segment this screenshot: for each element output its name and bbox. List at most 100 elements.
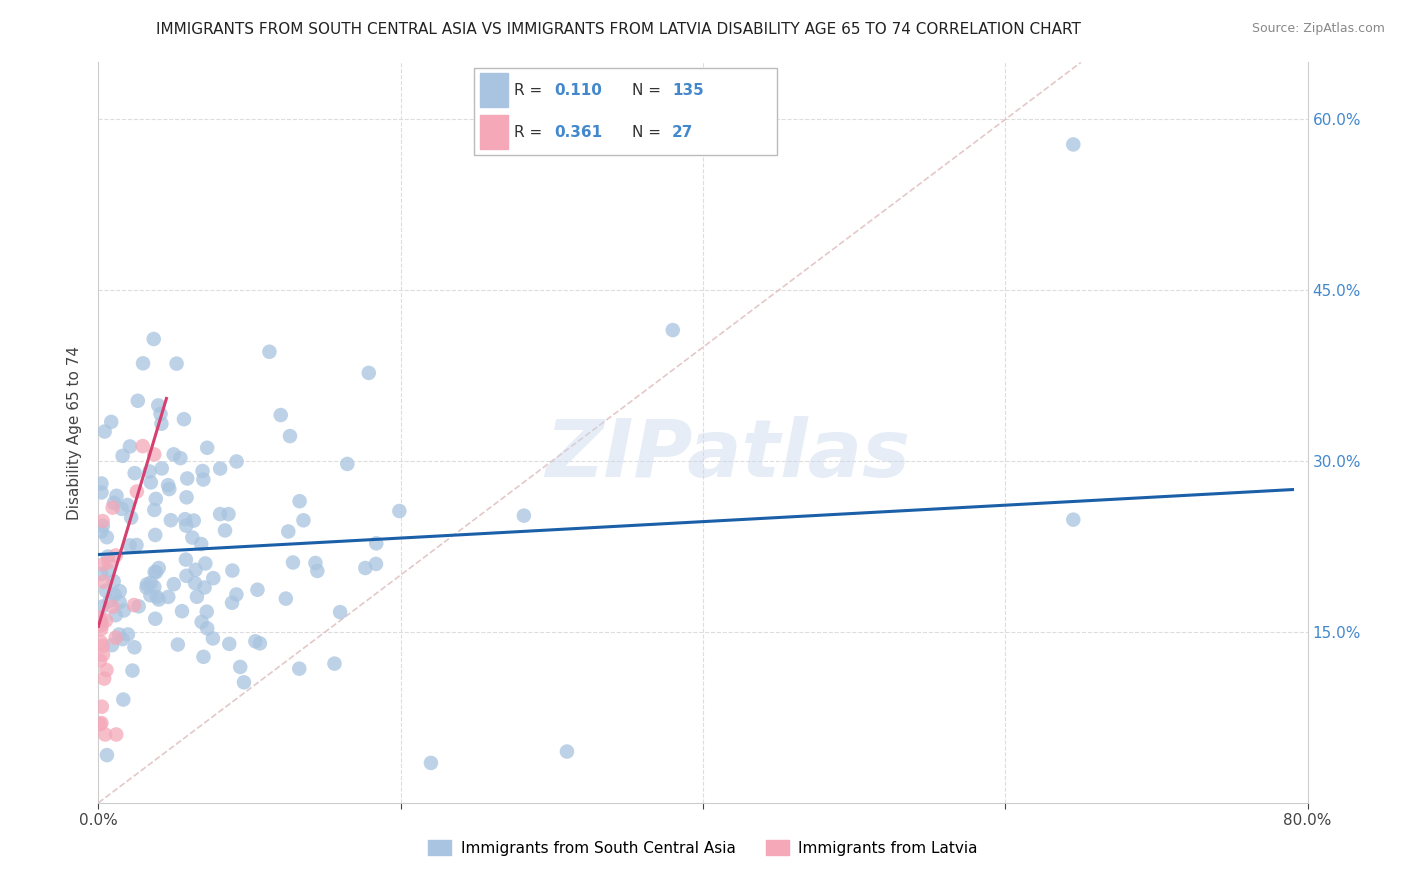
Point [103,496,125,510]
Point [270,408,292,422]
Point [97,555,120,569]
Point [174,518,197,533]
Point [105,489,128,503]
Point [166,638,188,652]
Point [148,398,170,412]
Point [1062,137,1084,152]
Point [132,356,155,370]
Point [1062,513,1084,527]
Point [91,558,114,572]
Point [183,514,205,528]
Point [176,491,198,505]
Point [97,549,120,564]
Text: R =: R = [515,83,547,97]
Point [218,637,240,651]
Point [90,476,112,491]
Point [112,692,135,706]
Point [193,581,215,595]
Point [174,512,197,526]
Point [94,614,117,628]
Point [139,575,162,590]
Point [186,590,208,604]
Point [118,439,141,453]
Text: 27: 27 [672,125,693,139]
Point [98,594,121,608]
Point [173,412,195,426]
Point [101,638,124,652]
Point [108,584,131,599]
Legend: Immigrants from South Central Asia, Immigrants from Latvia: Immigrants from South Central Asia, Immi… [422,834,984,862]
Point [139,588,162,602]
Point [170,604,193,618]
Text: R =: R = [515,125,547,139]
Point [145,590,167,604]
Point [150,417,173,431]
Point [354,561,377,575]
Point [555,745,578,759]
Point [366,536,388,550]
Point [193,473,215,487]
Bar [481,115,508,149]
Point [90,485,112,500]
Point [357,366,380,380]
Point [174,552,197,566]
Point [157,590,180,604]
Point [100,415,122,429]
Text: Source: ZipAtlas.com: Source: ZipAtlas.com [1251,22,1385,36]
Point [221,564,243,578]
Point [143,565,166,579]
Point [125,484,148,499]
Point [169,451,191,466]
Point [90,635,112,649]
Text: 0.361: 0.361 [554,125,603,139]
Point [281,556,304,570]
Point [288,494,311,508]
Point [145,565,167,579]
Point [90,618,112,632]
Point [96,663,118,677]
Point [193,649,215,664]
Point [91,648,114,662]
Point [90,716,112,731]
Point [139,475,162,490]
Point [89,610,111,624]
Point [388,504,411,518]
Point [191,464,214,478]
Point [329,605,352,619]
Point [89,717,111,731]
Point [96,530,118,544]
Point [513,508,536,523]
Point [90,622,112,636]
Point [124,466,146,480]
Point [249,636,271,650]
Text: N =: N = [631,83,665,97]
Point [184,563,207,577]
Point [108,627,131,641]
Point [288,662,311,676]
Point [148,592,170,607]
Point [89,654,111,668]
Point [97,563,120,577]
Point [93,574,115,589]
Point [278,429,301,443]
Point [122,598,145,612]
Point [108,595,131,609]
Point [157,478,180,492]
Point [112,603,135,617]
Point [233,675,256,690]
Point [209,507,232,521]
Point [143,528,166,542]
Point [225,587,247,601]
Point [277,524,299,539]
Point [143,580,166,594]
Point [364,557,387,571]
Text: 0.110: 0.110 [554,83,602,97]
Point [104,549,127,563]
Point [111,449,134,463]
Point [124,640,146,655]
Point [190,615,212,629]
Point [94,727,117,741]
Point [120,510,142,524]
Point [176,569,198,583]
Point [96,748,118,763]
